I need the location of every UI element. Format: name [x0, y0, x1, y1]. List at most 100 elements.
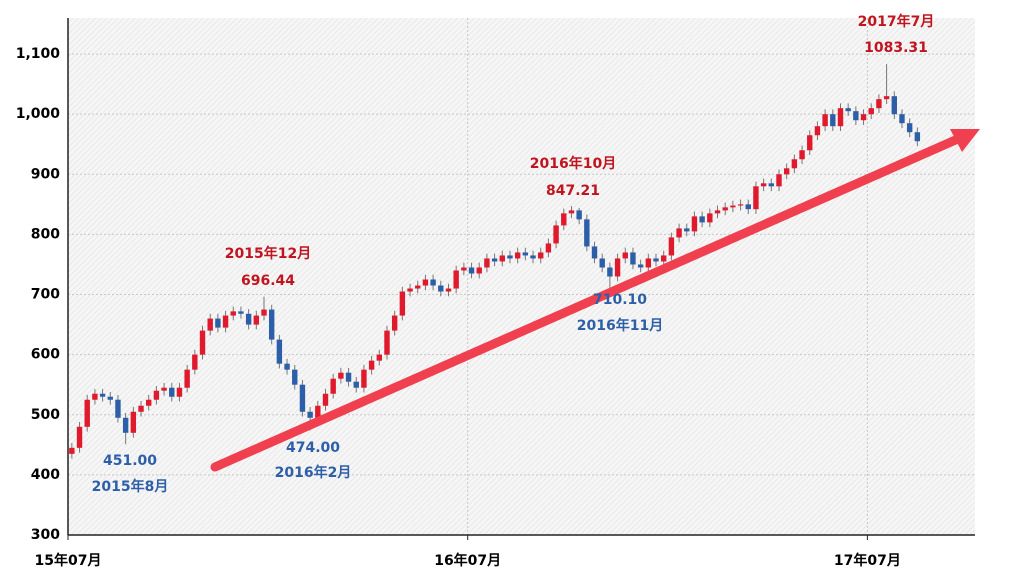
annotation-value: 451.00 — [103, 453, 157, 469]
candle-body — [599, 258, 605, 268]
candle-body — [730, 205, 736, 208]
candle-body — [184, 369, 190, 388]
candle-body — [860, 114, 867, 121]
candle-body — [691, 216, 698, 232]
candle-body — [906, 123, 913, 133]
candle-body — [707, 213, 713, 223]
annotation-value: 474.00 — [286, 440, 340, 456]
candle-body — [115, 399, 121, 418]
candle-body — [837, 108, 844, 127]
annotation-value: 696.44 — [241, 273, 295, 289]
candle-body — [222, 315, 229, 328]
candle-body — [292, 369, 298, 385]
candle-body — [445, 288, 452, 292]
candle-body — [476, 267, 482, 274]
candle-body — [514, 252, 521, 259]
candle-body — [684, 228, 690, 232]
candle-body — [353, 381, 359, 388]
candle-body — [637, 264, 644, 268]
candle-body — [84, 399, 90, 427]
candle-body — [630, 252, 636, 265]
trend-arrow — [210, 129, 980, 472]
annotation-date: 2017年7月 — [858, 13, 935, 30]
y-tick-label: 700 — [31, 287, 60, 303]
candle-body — [468, 267, 475, 274]
candle-body — [568, 210, 575, 214]
candle-body — [461, 267, 467, 271]
candle-body — [830, 114, 836, 127]
candle-body — [768, 183, 775, 187]
candle-body — [822, 114, 828, 127]
candle-body — [322, 393, 329, 406]
candle-body — [760, 183, 767, 187]
candle-body — [699, 216, 705, 223]
candle-body — [783, 168, 790, 175]
candle-body — [883, 96, 890, 100]
candle-body — [261, 309, 267, 316]
candle-body — [491, 258, 498, 262]
candle-body — [192, 354, 198, 370]
candle-body — [415, 285, 421, 289]
candle-body — [430, 279, 436, 286]
y-tick-label: 500 — [31, 407, 60, 423]
candle-body — [315, 405, 321, 418]
candle-body — [307, 411, 313, 418]
candle-body — [230, 311, 236, 316]
annotation-value: 847.21 — [546, 183, 600, 199]
candle-body — [268, 309, 275, 340]
candle-body — [645, 258, 652, 268]
candle-body — [330, 378, 336, 394]
candle-body — [92, 393, 98, 400]
y-tick-label: 400 — [31, 467, 60, 483]
y-tick-label: 800 — [31, 226, 60, 242]
annotation-date: 2015年8月 — [92, 478, 169, 495]
annotation-date: 2016年11月 — [577, 317, 663, 334]
candle-body — [399, 291, 406, 316]
candle-body — [368, 360, 375, 370]
candle-body — [299, 384, 306, 412]
candle-body — [891, 96, 897, 115]
candle-body — [591, 246, 598, 259]
candle-body — [99, 393, 106, 397]
candle-body — [545, 243, 552, 253]
candle-body — [753, 186, 759, 210]
candle-body — [876, 99, 882, 109]
plot-area — [68, 18, 975, 535]
candle-body — [522, 252, 529, 256]
y-tick-label: 300 — [31, 527, 60, 543]
candle-body — [507, 255, 513, 259]
candle-body — [899, 114, 905, 124]
candle-body — [276, 339, 283, 364]
candle-body — [538, 252, 544, 259]
candle-body — [122, 417, 129, 433]
annotation-value: 710.10 — [593, 292, 647, 308]
x-tick-label: 15年07月 — [35, 552, 102, 569]
candle-body — [391, 315, 398, 331]
annotation-date: 2016年2月 — [275, 464, 352, 481]
candle-body — [853, 111, 859, 121]
y-tick-label: 900 — [31, 166, 60, 182]
candle-body — [776, 174, 782, 187]
candle-body — [245, 313, 252, 325]
candle-body — [722, 207, 728, 211]
candle-body — [484, 258, 490, 268]
candle-body — [376, 354, 383, 361]
y-tick-label: 600 — [31, 347, 60, 363]
candle-body — [130, 411, 137, 433]
candle-body — [653, 258, 659, 262]
y-tick-label: 1,100 — [16, 46, 61, 62]
annotation-date: 2016年10月 — [530, 155, 616, 172]
candle-body — [153, 390, 160, 400]
candle-body — [668, 237, 675, 256]
candle-body — [714, 210, 721, 214]
y-tick-label: 1,000 — [16, 106, 61, 122]
candle-body — [207, 318, 213, 331]
candle-body — [607, 267, 613, 277]
candle-body — [584, 219, 590, 247]
candle-body — [215, 318, 221, 328]
candle-body — [253, 315, 260, 325]
candle-body — [814, 126, 821, 136]
candle-body — [438, 285, 444, 292]
candle-body — [361, 369, 367, 388]
